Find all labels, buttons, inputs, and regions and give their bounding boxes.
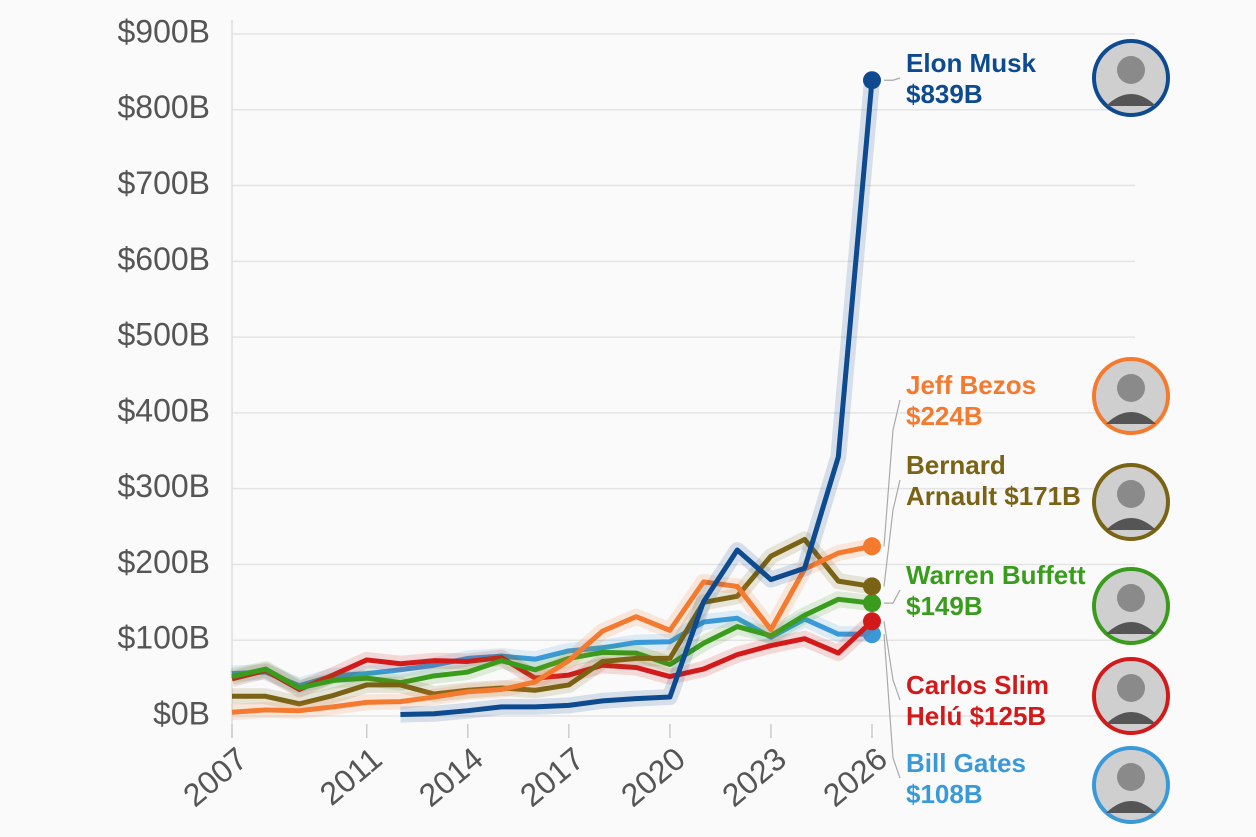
series-label: Bernard Arnault $171B xyxy=(906,450,1091,512)
leader-line xyxy=(884,77,901,81)
end-dot xyxy=(863,71,881,90)
avatar-head xyxy=(1117,584,1145,612)
x-tick-label: 2011 xyxy=(313,740,389,812)
series-label: Carlos Slim Helú $125B xyxy=(906,670,1091,732)
avatar-body xyxy=(1106,94,1156,106)
avatar-body xyxy=(1106,801,1156,813)
series-label: Warren Buffett $149B xyxy=(906,560,1091,622)
end-dot xyxy=(863,625,881,644)
legend-name: Bill Gates xyxy=(906,748,1026,778)
avatar-head xyxy=(1117,480,1145,508)
y-tick-label: $300B xyxy=(117,468,210,504)
end-dot xyxy=(863,577,881,596)
x-tick-label: 2007 xyxy=(176,740,254,813)
avatar-body xyxy=(1106,412,1156,424)
series-line xyxy=(232,536,873,707)
legend-name: Warren Buffett xyxy=(906,560,1086,590)
x-tick-label: 2014 xyxy=(412,740,490,813)
series-label: Bill Gates $108B xyxy=(906,748,1091,810)
avatar-head xyxy=(1117,56,1145,84)
avatar-head xyxy=(1117,674,1145,702)
avatar-head xyxy=(1117,763,1145,791)
series-line xyxy=(231,543,873,715)
value-label: $839B xyxy=(906,79,983,109)
series-line xyxy=(231,596,873,691)
end-dot xyxy=(863,537,881,556)
end-dot xyxy=(863,612,881,631)
legend-name: Bernard Arnault xyxy=(906,450,1006,511)
avatar-head xyxy=(1117,374,1145,402)
series-line xyxy=(231,619,874,692)
y-tick-label: $700B xyxy=(117,165,210,201)
y-tick-label: $0B xyxy=(153,695,210,731)
leader-line xyxy=(883,621,901,701)
leader-line xyxy=(884,589,901,604)
value-label: $108B xyxy=(906,779,983,809)
series-label: Elon Musk $839B xyxy=(906,48,1091,110)
x-tick-label: 2026 xyxy=(816,740,894,813)
x-tick-label: 2020 xyxy=(614,740,692,813)
value-label: $224B xyxy=(906,401,983,431)
value-label: $149B xyxy=(906,591,983,621)
value-label: $171B xyxy=(1004,481,1081,511)
end-dot xyxy=(863,594,881,613)
series-label: Jeff Bezos $224B xyxy=(906,370,1091,432)
avatar-body xyxy=(1106,518,1156,530)
legend-name: Elon Musk xyxy=(906,48,1037,78)
series-line xyxy=(400,80,875,717)
leader-line xyxy=(883,399,901,547)
y-tick-label: $900B xyxy=(117,13,210,49)
x-tick-label: 2017 xyxy=(513,740,591,813)
avatar-body xyxy=(1106,712,1156,724)
legend-name: Jeff Bezos xyxy=(906,370,1037,400)
x-tick-label: 2023 xyxy=(715,740,793,813)
leader-line xyxy=(883,634,901,779)
value-label: $125B xyxy=(969,701,1047,731)
y-tick-label: $500B xyxy=(117,317,210,353)
avatar-body xyxy=(1106,622,1156,634)
y-tick-label: $200B xyxy=(117,544,210,580)
leader-line xyxy=(883,479,901,587)
y-tick-label: $800B xyxy=(117,89,210,125)
y-tick-label: $100B xyxy=(117,620,210,656)
y-tick-label: $400B xyxy=(117,392,210,428)
legend-name: Carlos Slim Helú xyxy=(906,670,1050,731)
y-tick-label: $600B xyxy=(117,241,210,277)
